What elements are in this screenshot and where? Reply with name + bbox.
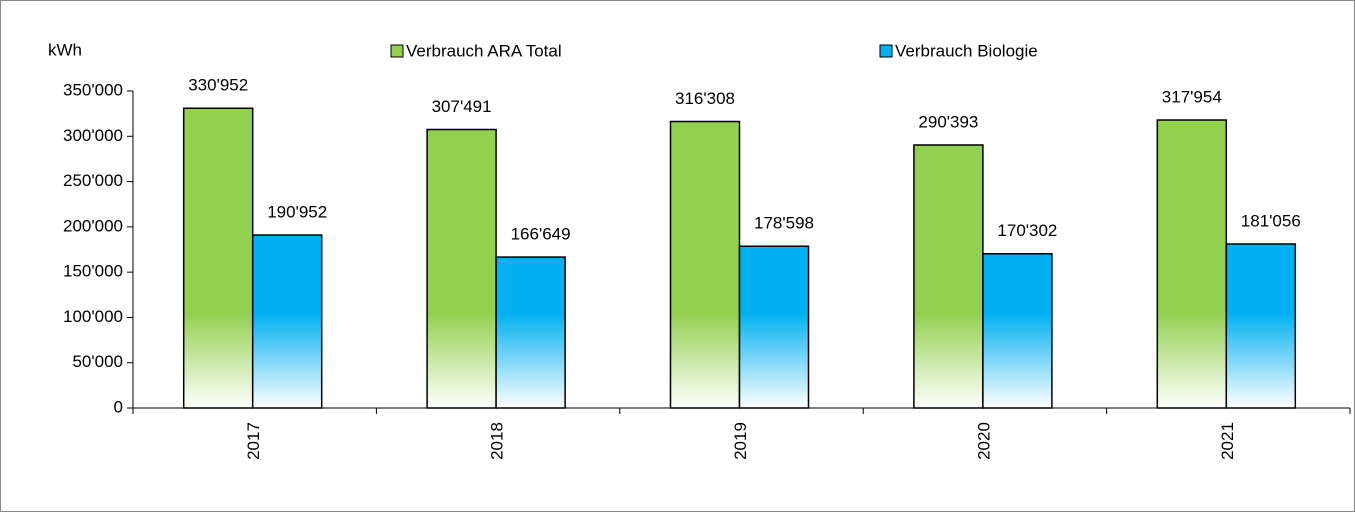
bar [251,234,323,409]
y-tick-label: 0 [114,397,123,416]
bar [982,253,1053,409]
y-axis-label: kWh [48,40,82,59]
bar [738,245,810,409]
y-tick-label: 200'000 [63,216,123,235]
data-label: 178'598 [754,214,814,233]
x-tick-label: 2017 [244,422,263,460]
data-label: 166'649 [511,225,571,244]
x-tick-label: 2021 [1218,422,1237,460]
data-label: 190'952 [267,203,327,222]
legend-swatch [390,44,404,58]
y-tick-label: 250'000 [63,171,123,190]
bar [495,256,566,409]
y-tick-label: 300'000 [63,126,123,145]
bar [669,120,741,409]
y-tick-label: 150'000 [63,262,123,281]
bar [913,144,984,409]
y-tick-label: 100'000 [63,307,123,326]
data-label: 317'954 [1162,88,1222,107]
legend-swatch [879,44,893,58]
bar [182,107,254,409]
legend-label: Verbrauch ARA Total [406,41,562,60]
data-label: 181'056 [1241,211,1301,230]
bar [426,128,497,409]
x-tick-label: 2018 [488,422,507,460]
bar [1156,119,1228,409]
y-tick-label: 50'000 [72,352,123,371]
data-label: 307'491 [432,97,492,116]
bar [1225,243,1297,409]
legend-label: Verbrauch Biologie [895,41,1038,60]
data-label: 170'302 [997,221,1057,240]
data-label: 316'308 [675,89,735,108]
x-tick-label: 2019 [731,422,750,460]
y-tick-label: 350'000 [63,80,123,99]
data-label: 330'952 [188,76,248,95]
x-tick-label: 2020 [974,422,993,460]
data-label: 290'393 [918,112,978,131]
